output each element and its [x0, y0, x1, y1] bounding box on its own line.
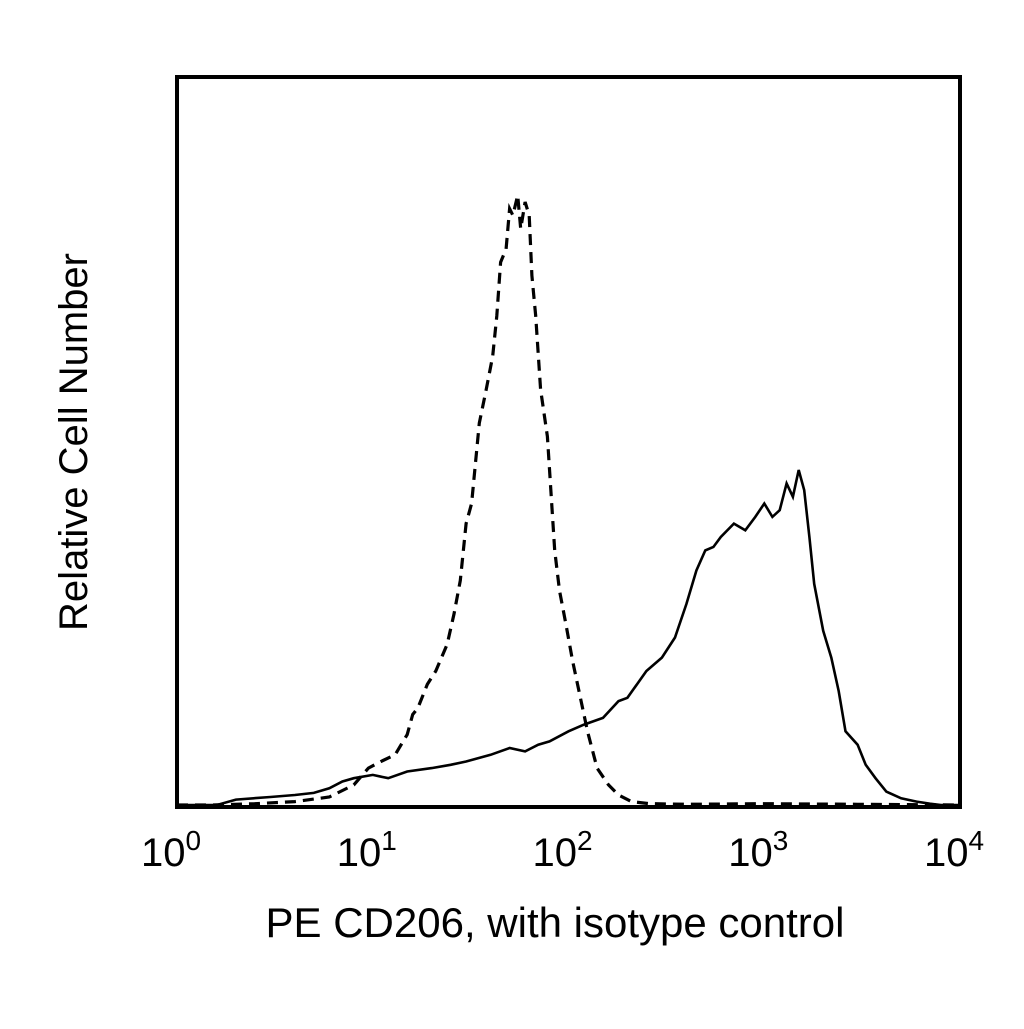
- tick-exponent: 1: [381, 825, 397, 856]
- tick-exponent: 0: [185, 825, 201, 856]
- tick-exponent: 4: [968, 825, 984, 856]
- series-layer: [177, 194, 961, 807]
- isotype-control-histogram: [177, 194, 961, 807]
- tick-exponent: 3: [773, 825, 789, 856]
- tick-base: 10: [337, 831, 382, 875]
- plot-frame: [175, 75, 962, 809]
- tick-base: 10: [532, 831, 577, 875]
- tick-base: 10: [141, 831, 186, 875]
- x-tick-labels: 100 101 102 103 104: [141, 825, 984, 875]
- x-tick-label: 101: [337, 825, 397, 875]
- x-tick-label: 100: [141, 825, 201, 875]
- x-tick-label: 103: [728, 825, 788, 875]
- tick-base: 10: [924, 831, 969, 875]
- y-axis-label: Relative Cell Number: [52, 253, 96, 631]
- x-tick-label: 102: [532, 825, 592, 875]
- cd206-histogram: [177, 469, 960, 807]
- x-axis-label: PE CD206, with isotype control: [266, 899, 845, 946]
- x-tick-label: 104: [924, 825, 984, 875]
- tick-exponent: 2: [577, 825, 593, 856]
- tick-base: 10: [728, 831, 773, 875]
